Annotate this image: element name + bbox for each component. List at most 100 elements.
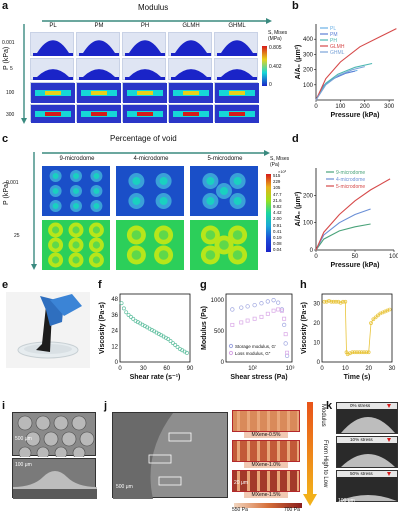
y-axis-label: Viscosity (Pa·s) (99, 302, 106, 354)
panel-a-hot (137, 91, 153, 95)
storage-point (271, 298, 276, 303)
panel-k-dome (339, 495, 397, 501)
panel-k-arrow-icon (387, 472, 391, 476)
x-tick-label: 0 (314, 254, 318, 260)
panel-c-contact-core (232, 250, 243, 260)
panel-c-colorbar (266, 174, 271, 252)
data-point (173, 343, 178, 347)
panel-a-cell-0-3 (168, 32, 212, 56)
panel-c-cbar-tick: 47.7 (273, 191, 282, 197)
data-point (329, 299, 334, 304)
series-line-4-microdome (315, 208, 371, 251)
panel-c-cbar-ticks: 515 229 105 47.7 21.6 9.82 4.42 2.00 0.91 0.41 0.1… (273, 173, 295, 255)
panel-a-cell-1-1 (76, 58, 120, 80)
y-tick-label: 36 (111, 313, 118, 319)
x-axis-label: Shear stress (Pa) (230, 374, 287, 381)
panel-a-modulus-arrow (40, 12, 272, 24)
panel-j-inset-1 (232, 440, 300, 462)
panel-a-cell-0-1 (76, 32, 120, 56)
panel-a-hot (45, 112, 61, 116)
panel-a-cell-3-3 (168, 104, 213, 123)
panel-c-contact-core (131, 230, 142, 240)
panel-c-row-1: 25 (14, 233, 20, 239)
y-tick-label: 10 (313, 341, 320, 347)
panel-k-frames: 0% stress 10% stress 50% stress 100 μm (336, 402, 398, 510)
loss-point (285, 350, 290, 355)
panel-g-chart: 10² 10³ 0 500 1000 Shear stress (Pa) Modulus (… (201, 293, 294, 381)
legend-label: GHML (330, 50, 345, 56)
panel-e-letter: e (2, 279, 9, 291)
data-point (350, 350, 355, 355)
panel-c-cbar-tick: 0.91 (273, 222, 282, 228)
panel-c-dome-core (93, 203, 100, 209)
panel-k-frame-label-1: 10% stress (350, 437, 373, 442)
panel-c-cbar-tick: 0.08 (273, 241, 282, 247)
panel-k-frame-label-2: 50% stress (350, 471, 373, 476)
panel-a-letter: a (2, 0, 9, 12)
data-point (359, 350, 364, 355)
panel-a-base (125, 77, 165, 80)
panel-a-dome (83, 40, 115, 53)
panel-k-frame-1 (336, 436, 398, 468)
data-point (184, 350, 189, 355)
panel-a-dome (129, 69, 161, 77)
panel-j-inset-0 (232, 410, 300, 432)
data-point (371, 317, 376, 322)
panel-j-inset-2 (232, 470, 300, 492)
x-tick-label: 300 (384, 104, 395, 110)
panel-c-contact-core (158, 250, 169, 260)
panel-b-letter: b (292, 0, 299, 12)
panel-a-ylabel: P (kPa) (3, 46, 10, 70)
data-point (331, 299, 336, 304)
y-tick-label: 0 (310, 248, 314, 254)
panel-c-contact-core (92, 256, 100, 264)
y-tick-label: 24 (111, 329, 118, 335)
panel-k-dome (341, 417, 395, 433)
data-point (387, 307, 392, 312)
panel-a-dome (37, 40, 69, 53)
panel-k-plate (337, 403, 397, 409)
panel-c-dome-core (73, 173, 79, 179)
panel-c-cbar-tick: 0.41 (273, 228, 282, 234)
panel-k-plate (337, 471, 397, 477)
x-tick-label: 20 (365, 366, 372, 372)
panel-c-letter: c (2, 133, 9, 145)
panel-c-yaxis-arrow (31, 152, 37, 270)
panel-k-frame-0 (336, 402, 398, 434)
panel-a-colorbar (262, 46, 267, 86)
x-tick-label: 60 (163, 366, 170, 372)
panel-c-contact-core (72, 241, 80, 249)
loss-point (279, 308, 284, 313)
panel-f-letter: f (98, 279, 102, 291)
panel-c-dome-core (93, 173, 100, 179)
panel-a-cell-1-0 (30, 58, 74, 80)
y-tick-label: 300 (303, 52, 314, 58)
panel-c-dome-core (93, 188, 100, 194)
data-point (175, 345, 180, 349)
panel-c-contact-core (52, 226, 60, 234)
panel-a-cell-3-2 (122, 104, 167, 123)
panel-a-dome (221, 69, 253, 77)
panel-c-contact-core (52, 256, 60, 264)
panel-a-cell-1-2 (122, 58, 166, 80)
panel-a-base (125, 53, 165, 56)
loss-point (283, 332, 288, 337)
panel-k-scale: 100 μm (338, 498, 355, 504)
data-point (376, 313, 380, 318)
y-tick-label: 200 (303, 68, 314, 74)
panel-c-dome-core (52, 203, 59, 209)
data-point (131, 316, 136, 321)
loss-point (252, 316, 257, 321)
panel-c-contact-core (72, 226, 80, 234)
y-tick-label: 100 (303, 221, 314, 227)
panel-k-plate (337, 437, 397, 443)
panel-j-cbar-high: 700 Pa (284, 507, 300, 513)
panel-a-row-2: 100 (6, 90, 15, 96)
panel-d-chart: 0 50 100 0 100 200 Pressure (kPa) A/A₀ (μm²) 9-m… (295, 168, 398, 269)
panel-c-contact-core (158, 230, 169, 240)
storage-point (230, 307, 235, 312)
plot-frame (225, 293, 293, 363)
panel-a-cell-0-4 (214, 32, 258, 56)
panel-a-base (79, 53, 119, 56)
data-point (362, 350, 366, 355)
